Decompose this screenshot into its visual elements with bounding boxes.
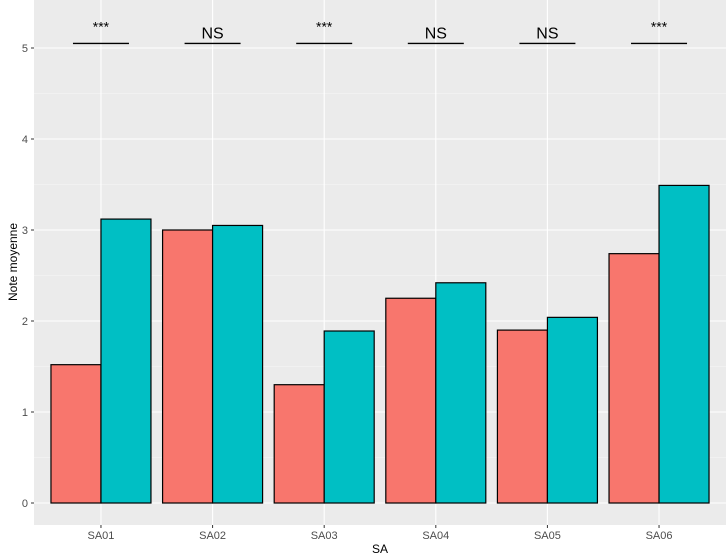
x-axis: SA01 SA02 SA03 SA04 SA05 SA06 — [88, 525, 673, 542]
y-tick-label: 1 — [22, 407, 28, 419]
bar-sa04-series2 — [435, 282, 487, 504]
x-tick-label: SA06 — [646, 530, 673, 542]
significance-label: *** — [93, 18, 110, 34]
y-tick-label: 4 — [22, 134, 28, 146]
bar-sa01-series1 — [50, 364, 102, 504]
significance-label: *** — [651, 18, 668, 34]
x-tick-label: SA04 — [422, 530, 449, 542]
x-tick-label: SA03 — [311, 530, 338, 542]
x-tick-label: SA01 — [88, 530, 115, 542]
y-tick-label: 0 — [22, 498, 28, 510]
y-axis: 0 1 2 3 4 5 — [22, 43, 34, 510]
x-axis-title: SA — [372, 542, 388, 555]
y-tick-label: 2 — [22, 316, 28, 328]
bars — [50, 184, 710, 504]
significance-label: NS — [425, 25, 447, 42]
significance-label: NS — [201, 25, 223, 42]
bar-sa03-series1 — [273, 384, 325, 504]
bar-sa03-series2 — [323, 330, 375, 504]
significance-label: *** — [316, 18, 333, 34]
bar-sa04-series1 — [385, 297, 437, 504]
bar-sa02-series1 — [161, 229, 214, 504]
bar-sa06-series2 — [658, 184, 710, 504]
y-tick-label: 3 — [22, 225, 28, 237]
bar-sa01-series2 — [100, 218, 152, 504]
x-tick-label: SA02 — [199, 530, 226, 542]
bar-sa05-series1 — [496, 329, 549, 504]
bar-sa05-series2 — [546, 316, 599, 504]
significance-annotations: *** NS *** NS NS *** — [72, 18, 688, 45]
y-axis-title: Note moyenne — [6, 223, 20, 301]
y-tick-label: 5 — [22, 43, 28, 55]
bar-sa02-series2 — [211, 224, 264, 504]
significance-label: NS — [536, 25, 558, 42]
bar-sa06-series1 — [608, 253, 660, 504]
x-tick-label: SA05 — [534, 530, 561, 542]
